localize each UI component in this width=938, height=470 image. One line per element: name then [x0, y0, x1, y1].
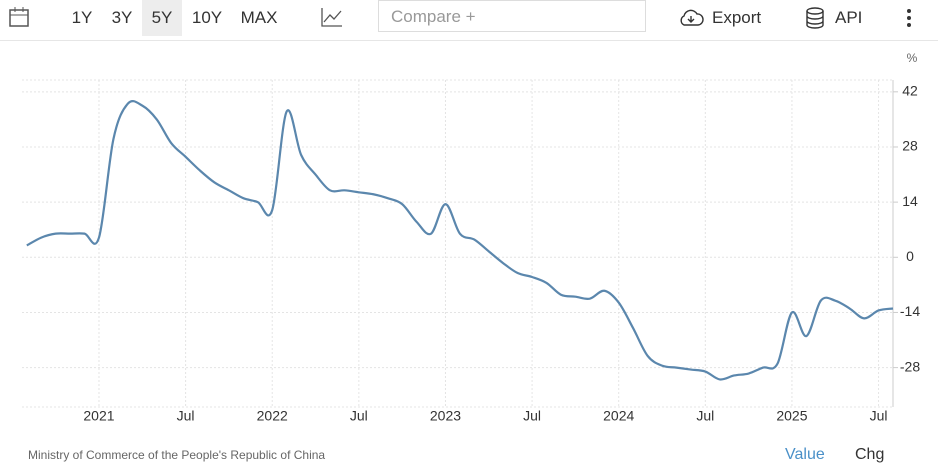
value-tab[interactable]: Value [785, 446, 825, 463]
range-button[interactable]: 10Y [191, 8, 223, 27]
y-tick-label: -14 [900, 303, 920, 319]
range-button[interactable]: 3Y [111, 8, 133, 27]
x-tick-label: 2022 [257, 408, 288, 424]
x-tick-label: Jul [870, 408, 888, 424]
x-tick-label: 2023 [430, 408, 461, 424]
api-icon[interactable] [804, 6, 826, 30]
chg-tab[interactable]: Chg [855, 446, 885, 463]
export-icon[interactable] [677, 8, 705, 28]
x-tick-label: 2024 [603, 408, 634, 424]
y-tick-label: 28 [902, 138, 918, 154]
x-tick-label: 2025 [776, 408, 807, 424]
export-button[interactable]: Export [712, 8, 762, 27]
toolbar: 1Y 3Y 5Y 10Y MAX Compare + Export API [0, 0, 938, 41]
source: Ministry of Commerce of the People's Rep… [28, 448, 326, 462]
api-button[interactable]: API [835, 8, 863, 27]
x-tick-label: Jul [523, 408, 541, 424]
chart-type-icon[interactable] [320, 6, 344, 28]
x-tick-label: Jul [696, 408, 714, 424]
x-tick-label: 2021 [83, 408, 114, 424]
calendar-icon[interactable] [8, 6, 30, 28]
range-button[interactable]: 1Y [71, 8, 93, 27]
range-button[interactable]: MAX [240, 8, 278, 27]
x-tick-label: Jul [350, 408, 368, 424]
x-tick-label: Jul [177, 408, 195, 424]
y-tick-label: 42 [902, 83, 918, 99]
chart: % -28 -14 0 14 28 42 2021 Jul 2022 Jul 2023 Jul 2024… [22, 51, 920, 424]
data-line [26, 100, 894, 381]
compare-input[interactable]: Compare + [378, 0, 646, 32]
y-tick-label: 0 [906, 248, 914, 264]
y-tick-label: 14 [902, 193, 918, 209]
unit-label: % [907, 51, 918, 65]
range-button[interactable]: 5Y [142, 0, 182, 36]
menu-icon[interactable] [904, 8, 914, 28]
y-tick-label: -28 [900, 358, 920, 374]
